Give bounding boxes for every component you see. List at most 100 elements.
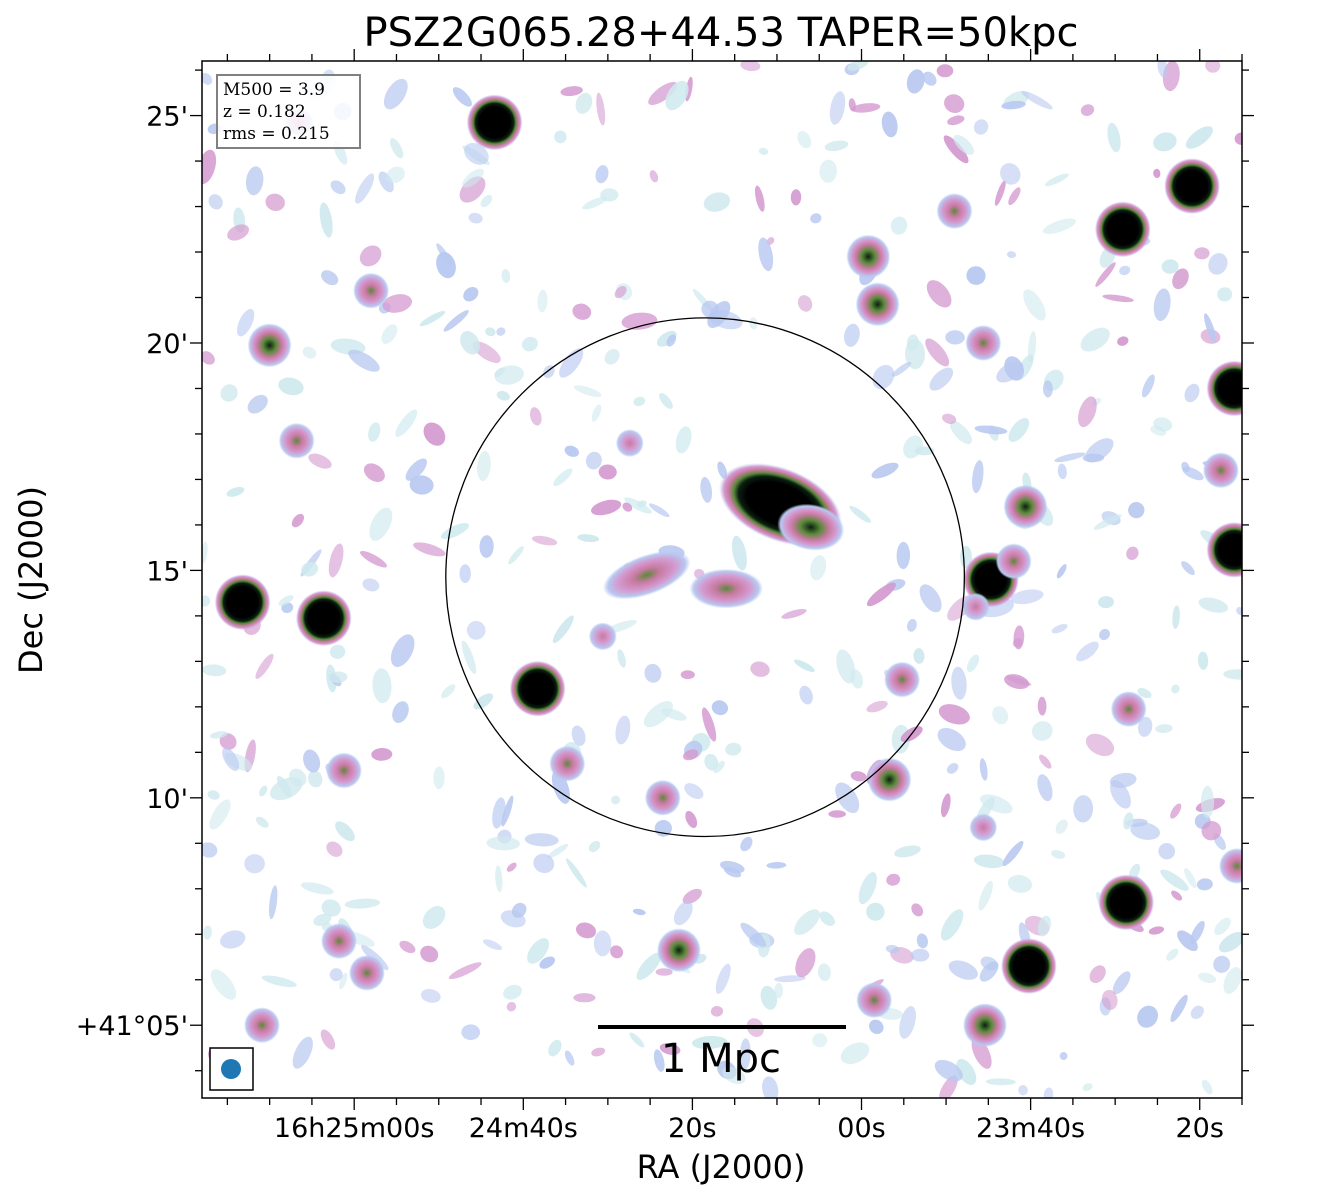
noise-blob [1006, 251, 1017, 259]
noise-blob [485, 327, 496, 337]
noise-blob [1007, 874, 1033, 893]
noise-blob [521, 336, 538, 352]
noise-blob [268, 885, 278, 920]
noise-blob [1128, 501, 1145, 519]
noise-blob [942, 413, 957, 424]
noise-blob [793, 659, 815, 672]
noise-blob [682, 888, 702, 904]
noise-blob [673, 901, 693, 926]
noise-blob [731, 535, 747, 571]
noise-blob [208, 194, 223, 210]
noise-blob [202, 72, 213, 85]
noise-blob [468, 212, 483, 224]
noise-blob [973, 854, 1005, 869]
point-source [214, 574, 271, 631]
noise-blob [653, 1049, 665, 1072]
noise-blob [1117, 336, 1129, 346]
noise-blob [244, 854, 265, 874]
noise-blob [925, 338, 950, 367]
noise-blob [588, 840, 601, 853]
noise-blob [585, 451, 602, 470]
point-source [1164, 158, 1221, 215]
noise-blob [1119, 265, 1131, 276]
extended-source [777, 503, 845, 551]
noise-blob [1194, 247, 1210, 260]
noise-blob [1171, 684, 1180, 694]
noise-blob [382, 294, 412, 313]
noise-blob [916, 933, 928, 949]
noise-blob [307, 770, 323, 788]
noise-blob [911, 903, 924, 917]
point-source [1098, 874, 1155, 931]
noise-blob [226, 486, 245, 497]
noise-blob [328, 671, 348, 684]
noise-blob [939, 1075, 958, 1098]
noise-blob [383, 78, 408, 110]
noise-blob [524, 833, 559, 847]
noise-blob [461, 640, 477, 674]
noise-blob [1000, 163, 1021, 185]
noise-blob [1158, 842, 1176, 860]
point-source [244, 1007, 280, 1044]
noise-blob [501, 795, 514, 827]
noise-blob [381, 324, 398, 344]
noise-blob [501, 269, 511, 283]
noise-blob [422, 906, 446, 929]
noise-blob [1200, 785, 1215, 819]
noise-blob [1099, 628, 1110, 641]
noise-blob [236, 308, 255, 337]
y-tick-labels: +41°05' 10' 15' 20' 25' [76, 102, 188, 1043]
noise-blob [945, 330, 965, 345]
image-panel [202, 61, 1242, 1098]
noise-blob [460, 331, 480, 355]
noise-blob [903, 435, 923, 459]
noise-blob [547, 843, 569, 859]
noise-blob [819, 159, 838, 183]
noise-blob [750, 661, 770, 677]
point-source [644, 779, 681, 816]
point-source [353, 272, 390, 309]
noise-blob [1170, 803, 1182, 819]
noise-blob [1181, 461, 1190, 473]
r500-circle [445, 317, 966, 838]
noise-blob [494, 365, 524, 385]
noise-blob [1008, 418, 1030, 442]
noise-blob [992, 706, 1009, 725]
noise-blob [348, 349, 380, 372]
noise-blob [600, 188, 619, 202]
noise-blob [710, 1005, 724, 1017]
noise-blob [479, 535, 494, 558]
noise-blob [1031, 721, 1053, 741]
noise-blob [1170, 994, 1188, 1023]
noise-blob [896, 541, 911, 570]
noise-blob [886, 873, 901, 886]
noise-blob [1205, 61, 1221, 73]
noise-blob [531, 535, 558, 546]
noise-blob [701, 707, 717, 742]
scale-bar: 1 Mpc [598, 1025, 846, 1082]
noise-blob [691, 1035, 728, 1050]
point-source [969, 813, 998, 842]
noise-blob [405, 458, 427, 481]
noise-blob [740, 922, 767, 947]
noise-blob [1021, 90, 1053, 110]
noise-blob [259, 785, 268, 797]
noise-blob [913, 648, 925, 664]
noise-blob [851, 103, 881, 113]
noise-blob [1082, 453, 1105, 463]
y-axis-label: Dec (J2000) [12, 486, 50, 674]
noise-blob [482, 939, 503, 951]
noise-blob [648, 81, 678, 106]
noise-blob [1217, 287, 1233, 302]
noise-blob [203, 925, 212, 940]
noise-blob [371, 747, 393, 761]
noise-blob [261, 975, 297, 988]
noise-blob [300, 882, 334, 895]
noise-blob [496, 390, 510, 401]
noise-blob [946, 763, 959, 774]
noise-blob [553, 468, 573, 487]
noise-blob [227, 224, 250, 241]
noise-blob [359, 550, 388, 568]
noise-blob [636, 500, 647, 508]
point-source [509, 660, 566, 717]
